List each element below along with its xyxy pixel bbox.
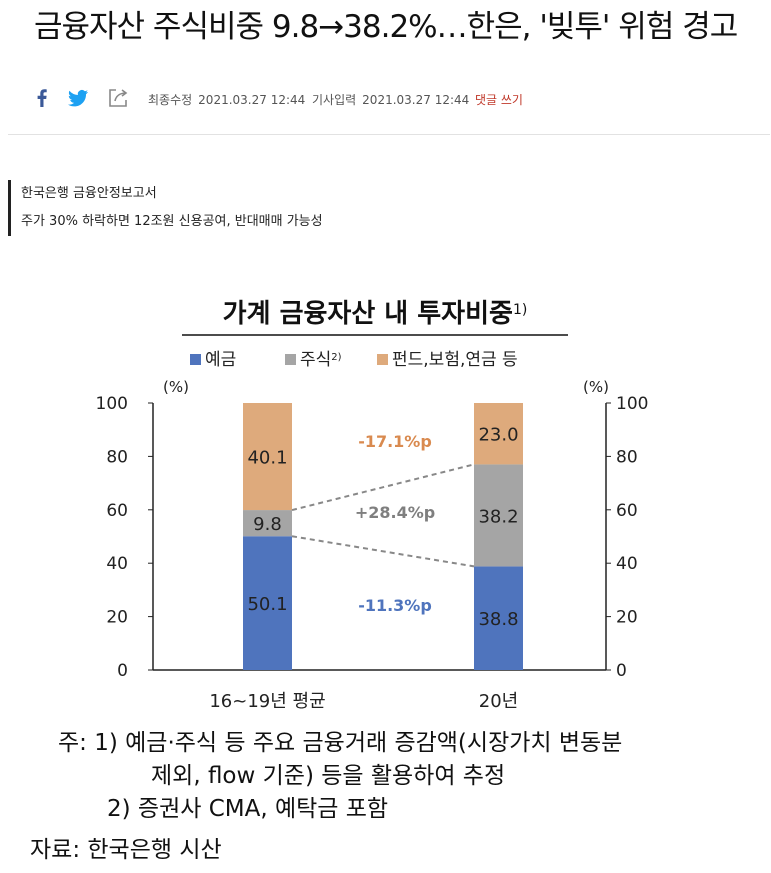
bar-segment <box>474 464 523 567</box>
bar-value-label: 50.1 <box>247 594 287 615</box>
bar-value-label: 23.0 <box>478 425 518 446</box>
twitter-icon[interactable] <box>66 86 90 110</box>
change-label: +28.4%p <box>355 503 435 522</box>
y-tick-label-right: 80 <box>616 447 638 467</box>
connector-stock-top <box>291 463 475 512</box>
legend-label: 펀드,보험,연금 등 <box>392 350 518 370</box>
article-meta-bar: 최종수정 2021.03.27 12:44 기사입력 2021.03.27 12:4… <box>30 86 750 114</box>
comment-link[interactable]: 댓글 쓰기 <box>475 93 523 107</box>
subheads: 한국은행 금융안정보고서 주가 30% 하락하면 12조원 신용공여, 반대매매… <box>8 180 323 236</box>
chart-title: 가계 금융자산 내 투자비중1) <box>223 299 528 329</box>
headline: 금융자산 주식비중 9.8→38.2%…한은, '빚투' 위험 경고 <box>34 9 738 45</box>
facebook-icon[interactable] <box>30 86 54 110</box>
y-tick-label-right: 20 <box>616 608 638 628</box>
divider <box>8 134 770 135</box>
y-tick-label-right: 100 <box>616 394 648 414</box>
legend-label: 예금 <box>205 350 236 370</box>
share-icon[interactable] <box>106 86 130 110</box>
bar-segment <box>474 403 523 465</box>
bar-segment <box>243 510 292 537</box>
chart-note: 주: 1) 예금·주식 등 주요 금융거래 증감액(시장가치 변동분 <box>58 730 622 756</box>
chart-note: 2) 증권사 CMA, 예탁금 포함 <box>107 796 388 822</box>
bar-value-label: 38.8 <box>478 609 518 630</box>
y-tick-label-right: 40 <box>616 554 638 574</box>
y-tick-label-left: 0 <box>117 661 128 681</box>
y-tick-label-left: 80 <box>106 447 128 467</box>
change-label: -11.3%p <box>358 596 432 615</box>
subhead-1: 한국은행 금융안정보고서 <box>21 186 157 201</box>
legend-swatch <box>190 354 201 365</box>
legend-swatch <box>377 354 388 365</box>
legend-label: 주식2) <box>300 350 342 370</box>
stacked-bar-chart: 가계 금융자산 내 투자비중1) 예금 주식2) 펀드,보험,연금 등 (%) (%) 0 0… <box>30 299 648 863</box>
chart-note: 제외, flow 기준) 등을 활용하여 추정 <box>151 763 505 789</box>
y-tick-label-left: 100 <box>96 394 128 414</box>
published-time: 기사입력 2021.03.27 12:44 <box>312 91 469 108</box>
y-axis-unit-left: (%) <box>163 378 189 396</box>
connector-stock-bottom <box>291 535 475 568</box>
y-tick-label-right: 0 <box>616 661 627 681</box>
modified-label: 최종수정 <box>148 93 193 107</box>
bar-value-label: 9.8 <box>253 514 282 535</box>
y-tick-label-left: 60 <box>106 501 128 521</box>
bar-segment <box>243 536 292 670</box>
published-time-value: 2021.03.27 12:44 <box>362 93 470 107</box>
bar-segment <box>243 403 292 511</box>
legend-swatch <box>285 354 296 365</box>
published-label: 기사입력 <box>312 93 357 107</box>
modified-time-value: 2021.03.27 12:44 <box>198 93 306 107</box>
bar-value-label: 38.2 <box>478 506 518 527</box>
bar-value-label: 40.1 <box>247 448 287 469</box>
modified-time: 최종수정 2021.03.27 12:44 <box>148 91 305 108</box>
y-tick-label-right: 60 <box>616 501 638 521</box>
x-tick-label: 16~19년 평균 <box>209 691 325 712</box>
y-tick-label-left: 20 <box>106 608 128 628</box>
x-tick-label: 20년 <box>479 691 518 712</box>
y-axis-unit-right: (%) <box>583 378 609 396</box>
chart-image: 가계 금융자산 내 투자비중1) 예금 주식2) 펀드,보험,연금 등 (%) (%) 0 0… <box>0 280 771 869</box>
subhead-2: 주가 30% 하락하면 12조원 신용공여, 반대매매 가능성 <box>21 214 323 229</box>
bar-segment <box>474 566 523 670</box>
y-tick-label-left: 40 <box>106 554 128 574</box>
chart-note: 자료: 한국은행 시산 <box>30 837 222 863</box>
change-label: -17.1%p <box>358 432 432 451</box>
